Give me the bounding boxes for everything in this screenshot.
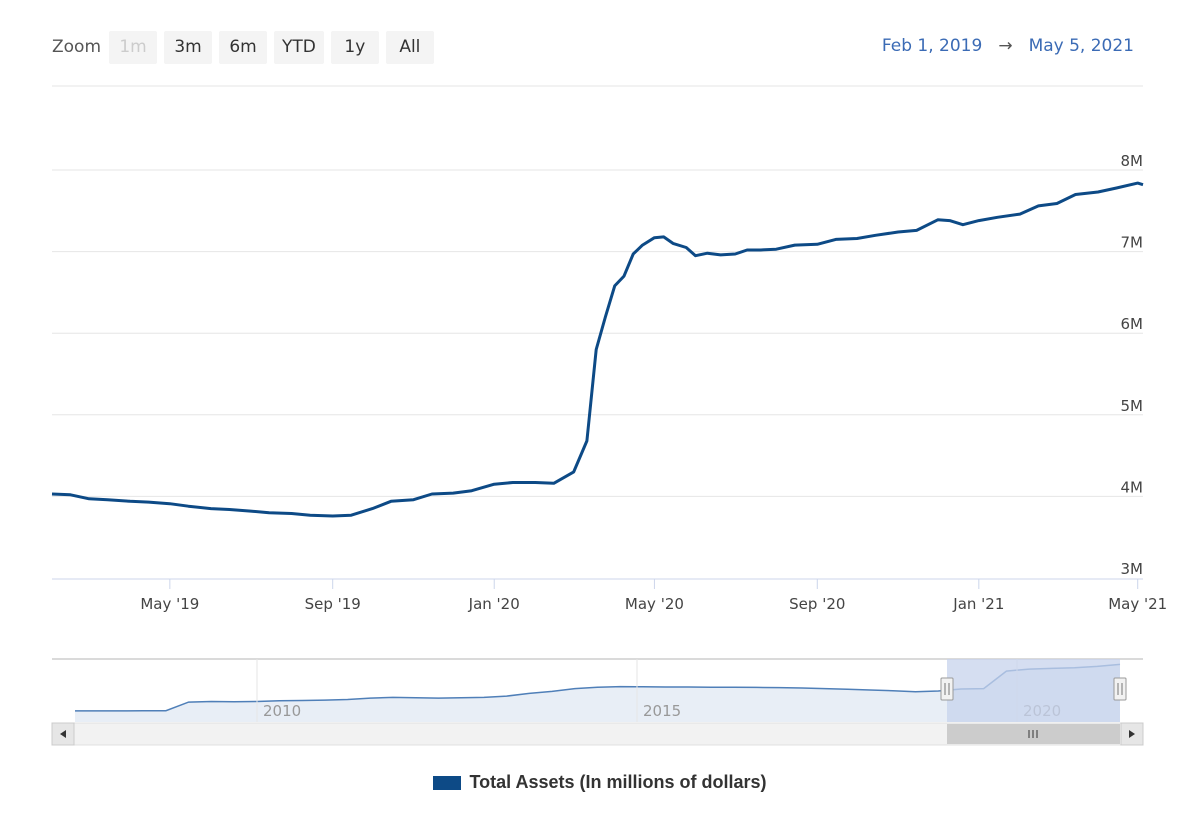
x-tick-label: Sep '19 <box>305 595 361 613</box>
scrollbar-thumb[interactable] <box>947 724 1120 744</box>
scrollbar-track <box>51 722 1144 746</box>
zoom-3m-button[interactable]: 3m <box>164 30 213 64</box>
y-tick-label: 7M <box>1121 234 1144 252</box>
navigator-line <box>75 663 1121 712</box>
y-tick-label: 6M <box>1121 315 1144 333</box>
chevron-left-icon <box>60 730 66 738</box>
range-arrow-icon: → <box>998 36 1013 56</box>
navigator-tick-label: 2015 <box>643 702 681 720</box>
legend-label: Total Assets (In millions of dollars) <box>469 772 767 792</box>
navigator-scrollbar <box>51 722 1144 746</box>
handle-body <box>1113 677 1127 701</box>
x-tick-label: May '19 <box>140 595 199 613</box>
range-to-input[interactable]: May 5, 2021 <box>1028 36 1134 56</box>
navigator: 2010 2015 2020 <box>51 658 1144 746</box>
navigator-tick-label: 2010 <box>263 702 301 720</box>
scroll-left-button[interactable] <box>51 722 75 746</box>
y-tick-label: 4M <box>1121 478 1144 496</box>
y-tick-label: 5M <box>1121 397 1144 415</box>
navigator-left-handle[interactable] <box>940 677 954 701</box>
y-axis: 3M 4M 5M 6M 7M 8M <box>1121 152 1144 578</box>
x-tick-label: Jan '20 <box>468 595 520 613</box>
navigator-selection <box>947 659 1120 722</box>
zoom-6m-button[interactable]: 6m <box>219 30 268 64</box>
handle-body <box>940 677 954 701</box>
x-tick-label: May '21 <box>1108 595 1167 613</box>
x-tick-label: Sep '20 <box>789 595 845 613</box>
x-tick-label: May '20 <box>625 595 684 613</box>
legend[interactable]: Total Assets (In millions of dollars) <box>0 772 1200 793</box>
y-tick-label: 8M <box>1121 152 1144 170</box>
scroll-right-button[interactable] <box>1120 722 1144 746</box>
series-line <box>51 181 1144 518</box>
zoom-label: Zoom <box>52 37 102 57</box>
series-layer <box>51 181 1144 518</box>
navigator-right-handle[interactable] <box>1113 677 1127 701</box>
zoom-1y-button[interactable]: 1y <box>330 30 379 64</box>
date-range: Feb 1, 2019 → May 5, 2021 <box>882 36 1134 56</box>
range-from-input[interactable]: Feb 1, 2019 <box>881 36 983 56</box>
zoom-1m-button[interactable]: 1m <box>109 30 158 64</box>
y-tick-label: 3M <box>1121 560 1144 578</box>
zoom-toolbar: Zoom 1m 3m 6m YTD 1y All <box>52 30 441 64</box>
zoom-all-button[interactable]: All <box>385 30 434 64</box>
x-axis: May '19 Sep '19 Jan '20 May '20 Sep '20 Jan '… <box>52 578 1167 613</box>
navigator-tick-label: 2020 <box>1023 702 1061 720</box>
grid-lines <box>52 169 1143 497</box>
navigator-area <box>75 664 1120 722</box>
chevron-right-icon <box>1129 730 1135 738</box>
x-tick-label: Jan '21 <box>952 595 1004 613</box>
legend-swatch <box>433 775 462 790</box>
zoom-ytd-button[interactable]: YTD <box>274 30 324 64</box>
